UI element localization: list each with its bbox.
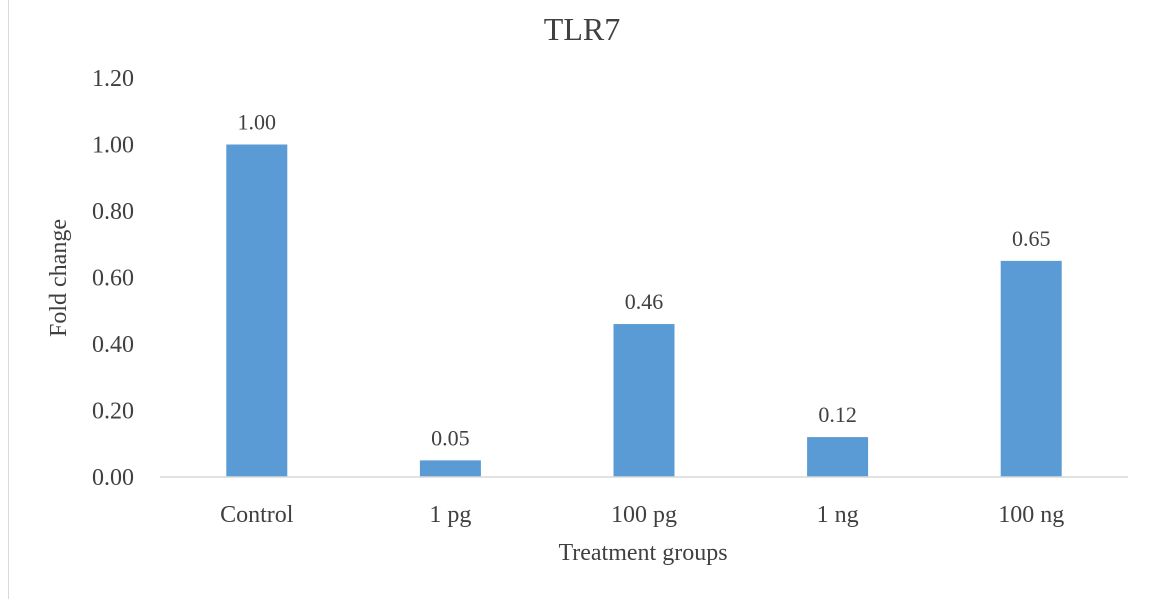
y-tick-label: 0.80 (92, 199, 134, 225)
x-axis-ticks: Control 1 pg 100 pg 1 ng 100 ng (220, 502, 1064, 528)
x-tick-label: 1 pg (429, 502, 471, 528)
left-border (8, 0, 9, 599)
chart-title: TLR7 (544, 11, 620, 47)
x-tick-label: 100 pg (611, 502, 677, 528)
bar (226, 144, 288, 477)
bar (1000, 260, 1062, 477)
y-tick-label: 0.40 (92, 332, 134, 358)
bar-value-label: 0.65 (1012, 226, 1051, 251)
x-tick-label: Control (220, 502, 294, 528)
y-tick-label: 0.00 (92, 465, 134, 491)
bar-value-label: 1.00 (238, 110, 277, 135)
bar-value-label: 0.46 (625, 289, 664, 314)
y-tick-label: 1.20 (92, 66, 134, 92)
y-tick-label: 0.60 (92, 266, 134, 292)
bar-value-label: 0.05 (431, 425, 470, 450)
x-axis-label: Treatment groups (558, 540, 727, 566)
x-tick-label: 100 ng (998, 502, 1064, 528)
bars (226, 144, 1062, 477)
y-axis-label: Fold change (46, 219, 72, 337)
y-axis-ticks: 0.00 0.20 0.40 0.60 0.80 1.00 1.20 (92, 66, 134, 491)
y-tick-label: 0.20 (92, 399, 134, 425)
bar-value-label: 0.12 (818, 402, 857, 427)
y-tick-label: 1.00 (92, 133, 134, 159)
bar (613, 324, 675, 477)
bar (807, 437, 869, 477)
bar (419, 460, 481, 477)
x-tick-label: 1 ng (817, 502, 859, 528)
bar-value-labels: 1.00 0.05 0.46 0.12 0.65 (238, 110, 1051, 451)
